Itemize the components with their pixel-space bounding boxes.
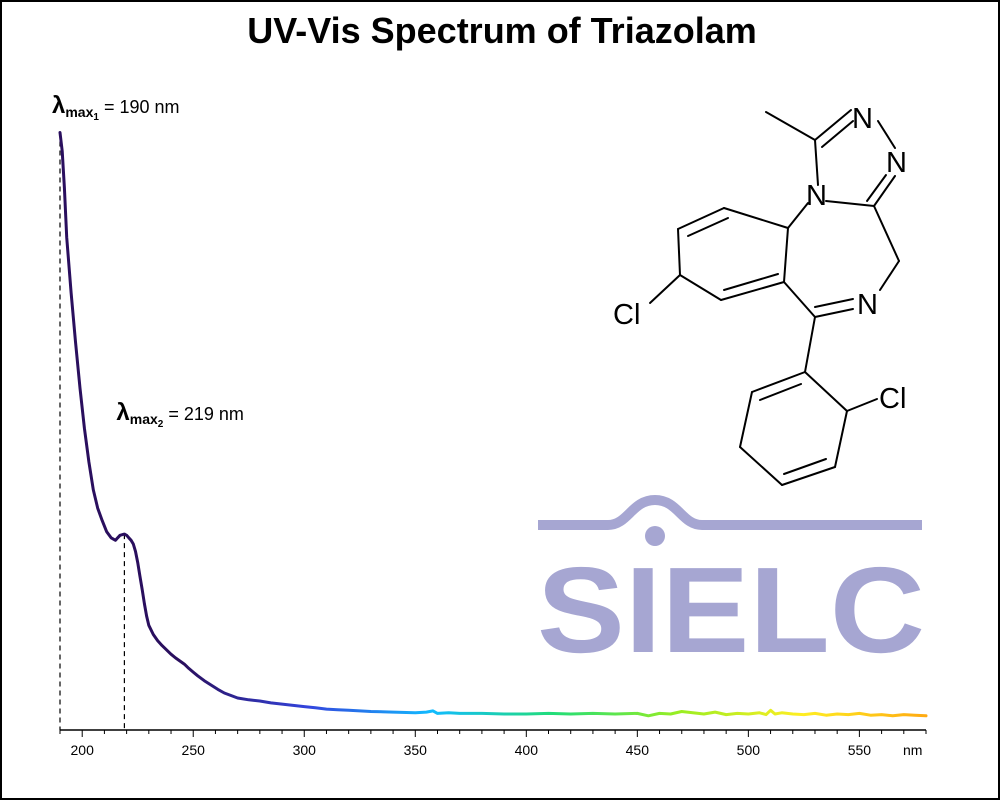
x-tick-label: 500 <box>737 742 761 758</box>
x-tick-label: 350 <box>404 742 428 758</box>
atom-label-n-right: N <box>886 147 907 179</box>
logo-swoosh <box>538 494 922 530</box>
chart-title: UV-Vis Spectrum of Triazolam <box>247 10 757 51</box>
atom-label-n-imine: N <box>857 289 878 321</box>
logo-dot <box>645 526 665 546</box>
series-line <box>58 131 928 718</box>
x-tick-label: 400 <box>515 742 539 758</box>
sielc-logo: SIELC <box>537 494 925 678</box>
logo-wordmark: SIELC <box>537 542 925 678</box>
lambda-max-label: λmax2 = 219 nm <box>116 399 244 430</box>
atom-label-cl-ring: Cl <box>613 299 640 331</box>
x-tick-label: 300 <box>293 742 317 758</box>
x-tick-label: 450 <box>626 742 650 758</box>
atom-label-cl-phenyl: Cl <box>879 383 906 415</box>
x-tick-label: 550 <box>848 742 872 758</box>
triazolam-structure <box>649 109 900 486</box>
x-tick-label: 250 <box>182 742 206 758</box>
x-tick-label: 200 <box>71 742 95 758</box>
x-axis-unit-label: nm <box>903 742 922 758</box>
atom-label-n-top: N <box>852 103 873 135</box>
lambda-max-label: λmax1 = 190 nm <box>52 92 180 123</box>
atom-label-n-bridge: N <box>806 180 827 212</box>
